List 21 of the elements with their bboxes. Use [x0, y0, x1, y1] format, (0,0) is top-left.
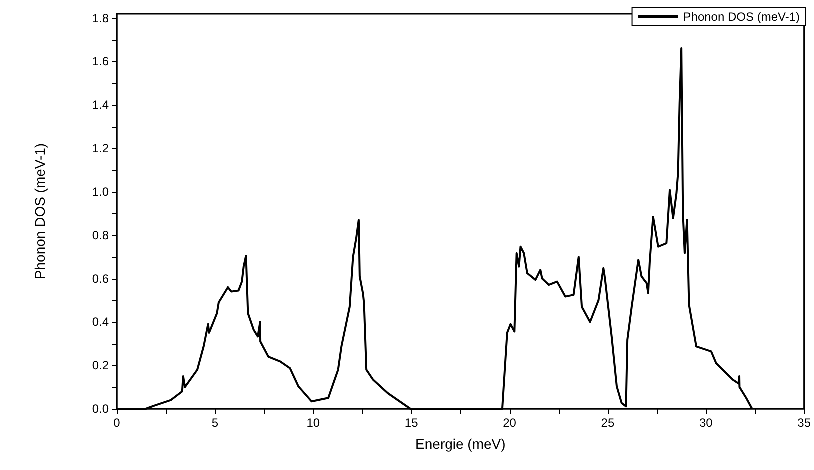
x-tick-label: 15 — [404, 416, 419, 430]
x-tick-label: 20 — [503, 416, 517, 430]
y-tick-label: 1.4 — [92, 98, 110, 112]
y-tick-label: 0.2 — [92, 358, 110, 373]
y-tick-label: 0.0 — [92, 402, 110, 416]
y-tick-label: 1.6 — [92, 54, 110, 69]
x-tick-label: 30 — [699, 416, 714, 430]
y-tick-label: 1.2 — [92, 142, 110, 156]
y-tick-label: 0.4 — [92, 315, 110, 330]
legend-label: Phonon DOS (meV-1) — [683, 10, 800, 24]
y-tick-label: 1.8 — [92, 11, 110, 26]
y-tick-label: 0.6 — [92, 272, 110, 286]
x-tick-label: 5 — [212, 416, 219, 430]
x-tick-label: 10 — [306, 416, 320, 430]
x-axis-title: Energie (meV) — [416, 436, 506, 452]
x-tick-label: 35 — [798, 416, 812, 430]
x-tick-label: 0 — [114, 416, 121, 430]
y-axis-title: Phonon DOS (meV-1) — [32, 143, 48, 280]
x-tick-label: 25 — [601, 416, 615, 430]
y-tick-label: 1.0 — [92, 184, 110, 199]
y-tick-label: 0.8 — [92, 228, 110, 242]
